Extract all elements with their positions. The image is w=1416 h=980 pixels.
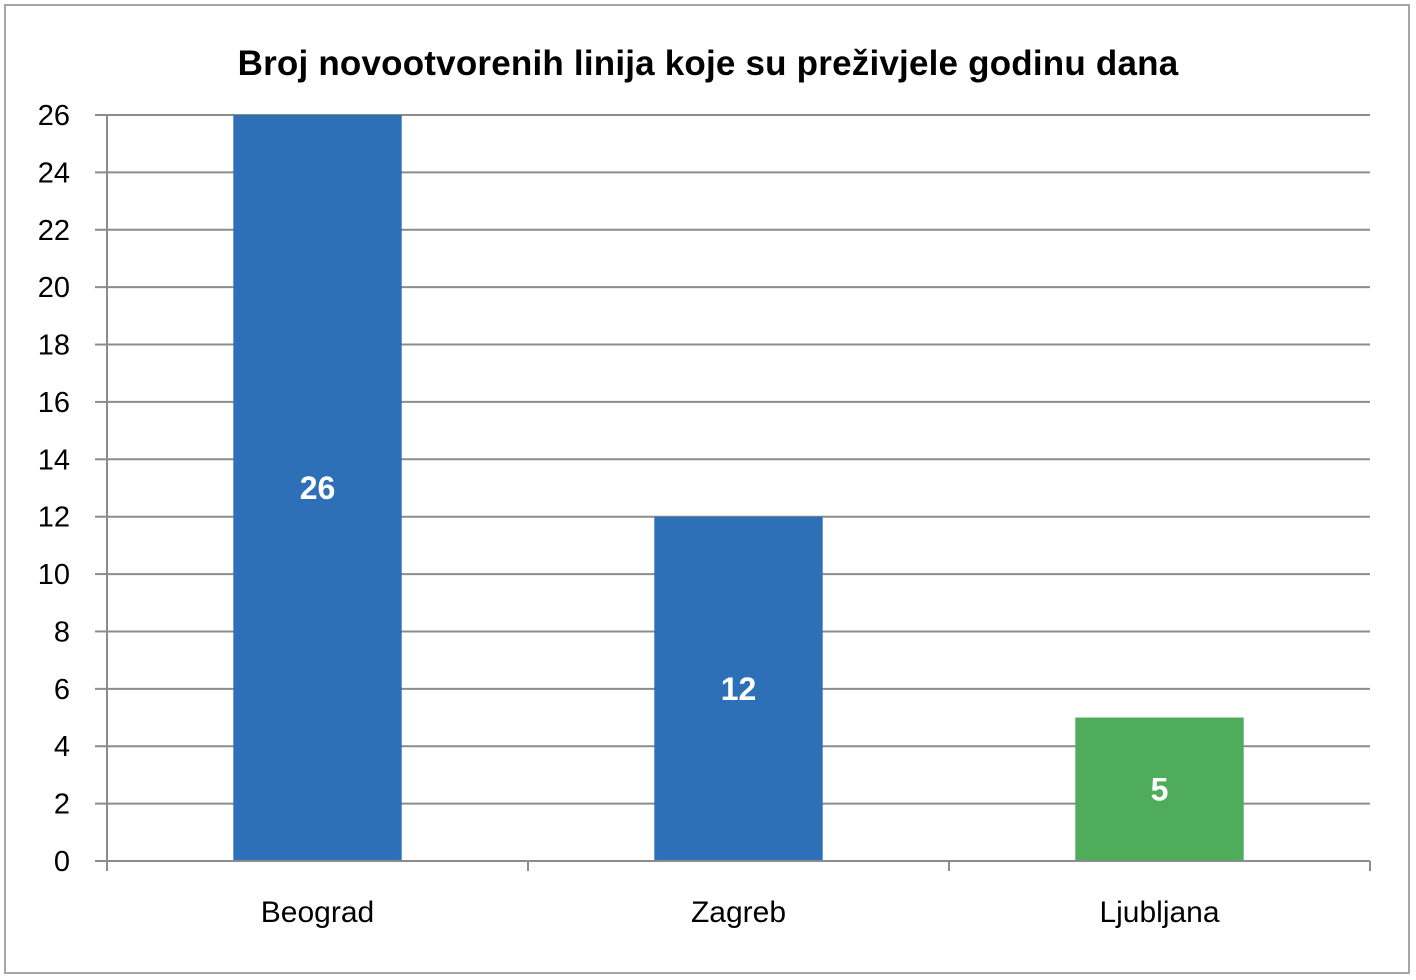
y-tick-label: 18 bbox=[38, 330, 70, 362]
y-tick-label: 26 bbox=[38, 100, 70, 132]
y-tick-label: 12 bbox=[38, 502, 70, 534]
bar-zagreb bbox=[654, 516, 823, 861]
axes bbox=[95, 114, 1371, 871]
chart-title: Broj novootvorenih linija koje su preživ… bbox=[237, 44, 1179, 83]
bar-beograd bbox=[233, 115, 402, 861]
data-label: 12 bbox=[721, 671, 757, 707]
y-tick-label: 20 bbox=[38, 272, 70, 304]
y-tick-label: 0 bbox=[54, 846, 70, 878]
bars bbox=[233, 115, 1244, 861]
data-label: 5 bbox=[1151, 771, 1169, 807]
y-tick-label: 22 bbox=[38, 215, 70, 247]
y-tick-label: 6 bbox=[54, 674, 70, 706]
x-category-label: Beograd bbox=[261, 896, 374, 929]
y-tick-label: 16 bbox=[38, 387, 70, 419]
y-tick-label: 8 bbox=[54, 616, 70, 648]
x-category-label: Ljubljana bbox=[1099, 896, 1219, 929]
y-tick-label: 10 bbox=[38, 559, 70, 591]
bar-ljubljana bbox=[1075, 717, 1244, 861]
y-tick-label: 14 bbox=[38, 444, 70, 476]
y-tick-label: 24 bbox=[38, 157, 70, 189]
y-tick-label: 2 bbox=[54, 789, 70, 821]
x-category-label: Zagreb bbox=[691, 896, 786, 929]
y-tick-label: 4 bbox=[54, 731, 70, 763]
data-label: 26 bbox=[300, 470, 336, 506]
labels: 0246810121416182022242626Beograd12Zagreb… bbox=[38, 100, 1220, 929]
